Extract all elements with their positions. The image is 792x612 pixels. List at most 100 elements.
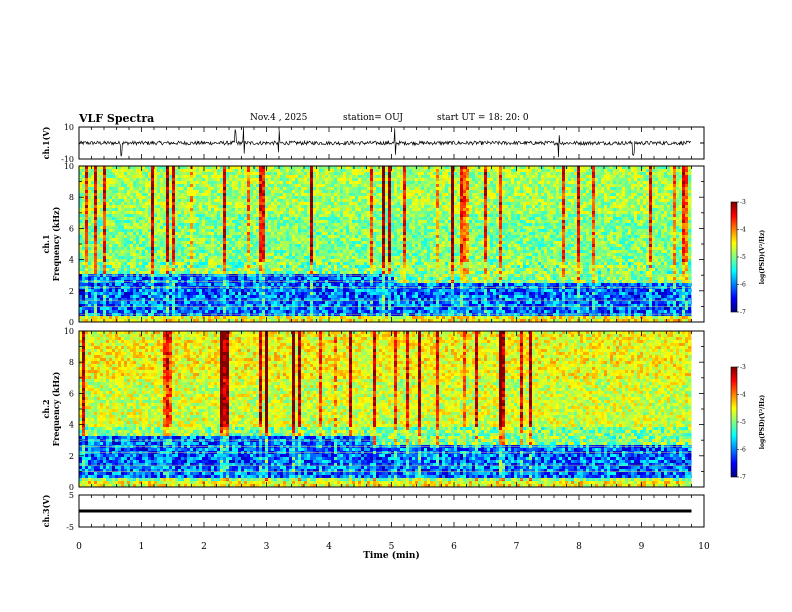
ch1-spec-cell — [178, 196, 181, 199]
ch1-spec-cell — [187, 253, 190, 256]
ch1-spec-cell — [178, 178, 181, 181]
ch1-spec-cell — [229, 175, 232, 178]
ch1-spec-cell — [250, 175, 253, 178]
ch1-spec-cell — [283, 265, 286, 268]
ch1-spec-cell — [256, 301, 259, 304]
ch1-spec-cell — [100, 262, 103, 265]
ch1-spec-cell — [355, 229, 358, 232]
ch1-spec-cell — [295, 178, 298, 181]
ch1-spec-cell — [244, 235, 247, 238]
ch1-spec-cell — [169, 190, 172, 193]
ch1-spec-cell — [307, 166, 310, 169]
ch1-spec-cell — [325, 310, 328, 313]
ch1-spec-cell — [196, 268, 199, 271]
ch1-spec-cell — [358, 196, 361, 199]
ch1-spec-cell — [223, 295, 226, 298]
ch1-spec-cell — [253, 298, 256, 301]
ch1-spec-cell — [346, 229, 349, 232]
ch1-spec-cell — [136, 205, 139, 208]
ch1-spec-cell — [280, 241, 283, 244]
ch1-spec-cell — [202, 265, 205, 268]
ch1-spec-cell — [214, 196, 217, 199]
ch1-spec-cell — [169, 184, 172, 187]
ch1-spec-cell — [163, 265, 166, 268]
ch1-spec-cell — [169, 271, 172, 274]
ch1-spec-cell — [130, 268, 133, 271]
ch1-spec-cell — [181, 298, 184, 301]
ch1-spec-cell — [340, 169, 343, 172]
ch1-spec-cell — [310, 253, 313, 256]
ch1-spec-cell — [178, 316, 181, 319]
ch1-spec-cell — [175, 301, 178, 304]
ch1-spec-cell — [310, 304, 313, 307]
ch1-spec-cell — [235, 238, 238, 241]
ch1-spec-cell — [340, 238, 343, 241]
ch1-spec-cell — [154, 211, 157, 214]
ch1-spec-cell — [304, 217, 307, 220]
ch1-spec-cell — [112, 166, 115, 169]
ch1-spec-cell — [82, 247, 85, 250]
ch1-spec-cell — [106, 175, 109, 178]
ch1-spec-cell — [211, 172, 214, 175]
ch1-spec-cell — [268, 283, 271, 286]
ch1-spec-cell — [109, 271, 112, 274]
ch1-spec-cell — [208, 223, 211, 226]
ch1-spec-cell — [160, 187, 163, 190]
ch1-spec-cell — [250, 202, 253, 205]
ch1-spec-cell — [199, 232, 202, 235]
ch1-spec-cell — [154, 247, 157, 250]
ch1-spec-cell — [163, 316, 166, 319]
ch1-spec-cell — [130, 292, 133, 295]
ch1-spec-cell — [88, 316, 91, 319]
ch1-spec-cell — [124, 202, 127, 205]
ch1-spec-cell — [343, 205, 346, 208]
ch1-spec-cell — [202, 319, 205, 322]
ch1-spec-cell — [232, 292, 235, 295]
ch1-spec-cell — [298, 211, 301, 214]
ch1-spec-cell — [340, 265, 343, 268]
ch1-spec-cell — [166, 253, 169, 256]
ch1-spec-cell — [235, 250, 238, 253]
ch1-spec-cell — [229, 169, 232, 172]
ch1-spec-cell — [157, 184, 160, 187]
ch1-spec-cell — [322, 262, 325, 265]
ch1-spec-cell — [268, 181, 271, 184]
ch1-spec-cell — [154, 319, 157, 322]
ch1-spec-cell — [274, 181, 277, 184]
ch1-spec-cell — [253, 220, 256, 223]
ch1-spec-cell — [283, 295, 286, 298]
ch1-spec-cell — [118, 310, 121, 313]
ch1-spec-cell — [145, 235, 148, 238]
ch1-spec-cell — [289, 259, 292, 262]
ch1-spec-cell — [115, 232, 118, 235]
ch1-spec-cell — [166, 262, 169, 265]
ch1-spec-cell — [172, 217, 175, 220]
ch1-spec-cell — [85, 199, 88, 202]
ch1-spec-cell — [304, 241, 307, 244]
ch1-spec-cell — [124, 235, 127, 238]
ch1-spec-cell — [91, 298, 94, 301]
ch1-spec-cell — [118, 271, 121, 274]
ch1-spec-cell — [91, 196, 94, 199]
ch1-spec-cell — [85, 244, 88, 247]
ch1-spec-cell — [109, 232, 112, 235]
ch1-spec-cell — [358, 226, 361, 229]
ch1-spec-cell — [355, 220, 358, 223]
ch1-spec-cell — [331, 187, 334, 190]
ch1-spec-cell — [331, 268, 334, 271]
ch1-spec-cell — [79, 268, 82, 271]
ch1-spec-cell — [154, 181, 157, 184]
ch1-spec-cell — [181, 277, 184, 280]
ch1-spec-cell — [82, 205, 85, 208]
ch1-spec-cell — [118, 238, 121, 241]
ch1-spec-cell — [259, 208, 262, 211]
ch1-spec-cell — [316, 259, 319, 262]
ch1-spec-cell — [175, 184, 178, 187]
ch1-spec-cell — [274, 217, 277, 220]
ch1-spec-cell — [238, 295, 241, 298]
ch1-spec-cell — [268, 193, 271, 196]
ch1-spec-cell — [103, 292, 106, 295]
ch1-spec-cell — [244, 241, 247, 244]
ch1-spec-cell — [184, 238, 187, 241]
ch1-spec-cell — [121, 307, 124, 310]
